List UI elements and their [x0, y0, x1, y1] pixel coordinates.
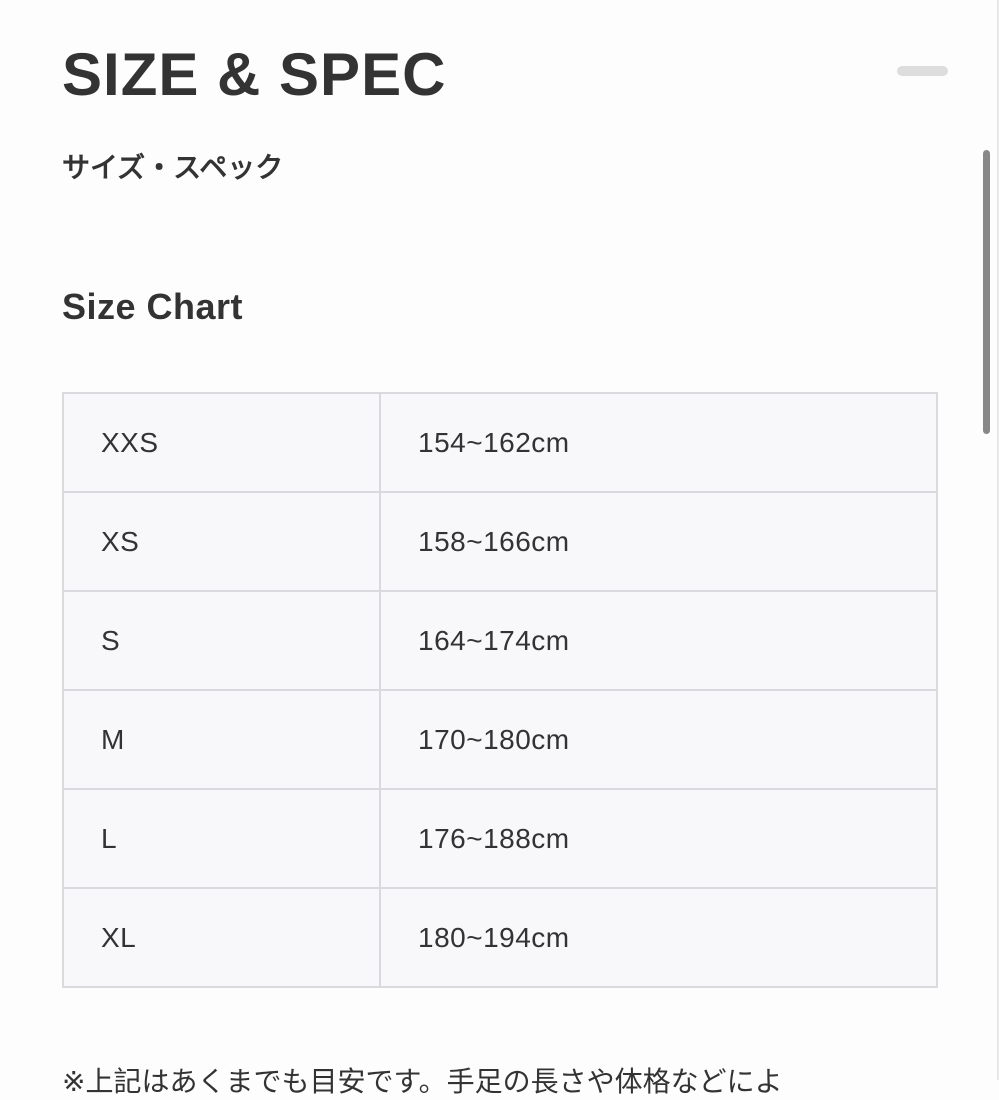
table-row: XL 180~194cm: [62, 887, 938, 988]
table-row: XXS 154~162cm: [62, 392, 938, 493]
size-cell: XXS: [62, 392, 381, 493]
table-row: XS 158~166cm: [62, 491, 938, 592]
scrollbar[interactable]: [983, 150, 990, 434]
height-cell: 164~174cm: [379, 590, 938, 691]
size-cell: XL: [62, 887, 381, 988]
height-cell: 158~166cm: [379, 491, 938, 592]
height-cell: 170~180cm: [379, 689, 938, 790]
size-note: ※上記はあくまでも目安です。手足の長さや体格などによ: [62, 1065, 783, 1098]
divider: [997, 0, 999, 1080]
size-chart-table: XXS 154~162cm XS 158~166cm S 164~174cm M 170~18…: [62, 392, 938, 988]
table-row: L 176~188cm: [62, 788, 938, 889]
size-chart-heading: Size Chart: [62, 286, 244, 327]
height-cell: 180~194cm: [379, 887, 938, 988]
table-row: M 170~180cm: [62, 689, 938, 790]
table-row: S 164~174cm: [62, 590, 938, 691]
size-cell: M: [62, 689, 381, 790]
height-cell: 176~188cm: [379, 788, 938, 889]
page-subtitle: サイズ・スペック: [62, 151, 284, 184]
height-cell: 154~162cm: [379, 392, 938, 493]
minus-icon[interactable]: [897, 66, 948, 76]
size-cell: S: [62, 590, 381, 691]
size-cell: XS: [62, 491, 381, 592]
size-cell: L: [62, 788, 381, 889]
page-title: SIZE & SPEC: [62, 41, 447, 108]
